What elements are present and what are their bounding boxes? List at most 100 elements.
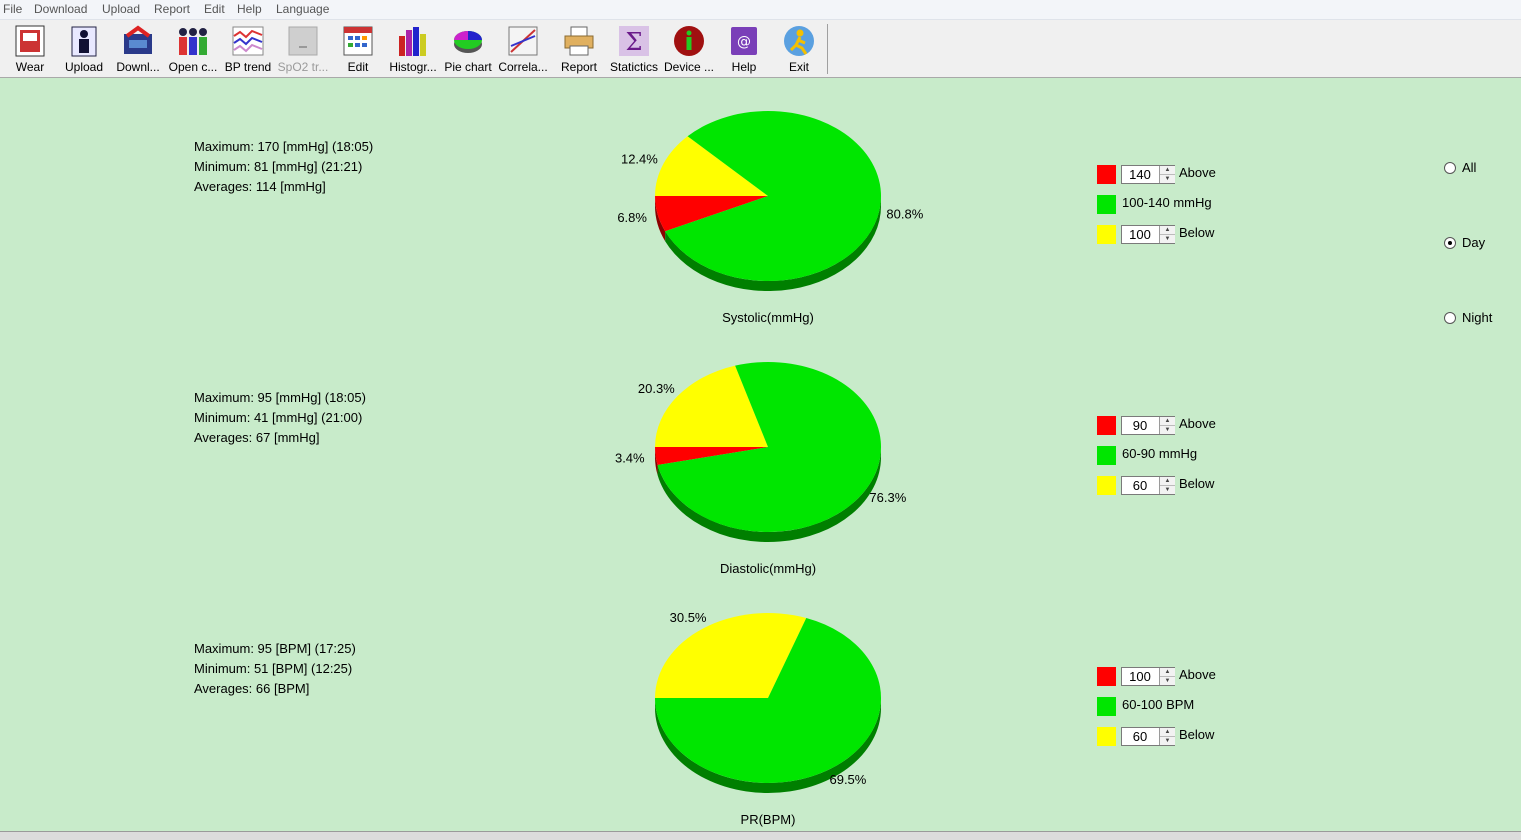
report-button[interactable]: Report — [552, 23, 606, 75]
pie-percent-label: 12.4% — [621, 151, 658, 166]
menu-upload[interactable]: Upload — [102, 2, 141, 16]
wear-label: Wear — [15, 60, 45, 74]
open-case-icon — [179, 28, 207, 55]
radio-circle[interactable] — [1444, 162, 1456, 174]
pie-slice-2 — [657, 361, 881, 532]
histogram-label: Histogr... — [389, 60, 437, 74]
pie-percent-label: 69.5% — [829, 772, 866, 787]
menu-file[interactable]: File — [3, 2, 23, 16]
above-label: Above — [1179, 416, 1216, 431]
bp-trend-label: BP trend — [224, 60, 272, 74]
below-label: Below — [1179, 476, 1215, 491]
histogram-icon — [399, 27, 426, 56]
below-swatch — [1097, 225, 1116, 244]
radio-circle[interactable] — [1444, 312, 1456, 324]
open-case-button[interactable]: Open c... — [166, 23, 220, 75]
pie-side-0 — [655, 196, 881, 292]
spin-down-icon[interactable]: ▼ — [1164, 427, 1171, 433]
statistics-button[interactable]: Σ Statictics — [607, 23, 661, 75]
help-book-icon: @ — [731, 27, 757, 55]
pie-slice-0 — [655, 196, 768, 232]
diastolic-legend: 90 ▲ ▼ Above 60-90 mmHg 60 ▲ ▼ Below — [1097, 414, 1317, 504]
help-label: Help — [731, 60, 757, 74]
menu-bar: File Download Upload Report Edit Help La… — [0, 0, 1521, 20]
menu-language[interactable]: Language — [276, 2, 330, 16]
systolic-stats: Maximum: 170 [mmHg] (18:05) Minimum: 81 … — [194, 137, 373, 197]
spin-up-icon[interactable]: ▲ — [1160, 166, 1175, 175]
spo2-trend-icon — [288, 26, 318, 56]
spin-value: 60 — [1132, 729, 1148, 744]
correlation-button[interactable]: Correla... — [496, 23, 550, 75]
pie-chart-0: 6.8% 12.4% 80.8% Systolic(mmHg) — [617, 111, 924, 325]
spin-buttons[interactable]: ▲ ▼ — [1159, 728, 1175, 745]
spin-value: 60 — [1132, 478, 1148, 493]
open-case-label: Open c... — [168, 60, 218, 74]
edit-button[interactable]: Edit — [331, 23, 385, 75]
diastolic-below-threshold[interactable]: 60 ▲ ▼ — [1121, 476, 1175, 495]
help-button[interactable]: @ Help — [717, 23, 771, 75]
spin-buttons[interactable]: ▲ ▼ — [1159, 477, 1175, 494]
spin-up-icon[interactable]: ▲ — [1160, 728, 1175, 737]
sigma-icon: Σ — [619, 26, 649, 56]
bp-trend-button[interactable]: BP trend — [221, 23, 275, 75]
spin-up-icon[interactable]: ▲ — [1160, 668, 1175, 677]
pie-slice-2 — [665, 111, 882, 282]
exit-button[interactable]: Exit — [772, 23, 826, 75]
diastolic-above-threshold[interactable]: 90 ▲ ▼ — [1121, 416, 1175, 435]
pie-percent-label: 30.5% — [670, 610, 707, 625]
menu-edit[interactable]: Edit — [204, 2, 225, 16]
spin-down-icon[interactable]: ▼ — [1164, 678, 1171, 684]
systolic-maximum: Maximum: 170 [mmHg] (18:05) — [194, 139, 374, 154]
download-label: Downl... — [116, 60, 160, 74]
toolbar: Wear Upload Downl... Open c... BP trend … — [0, 20, 1521, 78]
spin-down-icon[interactable]: ▼ — [1164, 176, 1171, 182]
info-icon — [674, 26, 704, 56]
pie-side-1 — [655, 447, 881, 542]
pie-chart-icon — [454, 31, 482, 53]
spin-buttons[interactable]: ▲ ▼ — [1159, 417, 1175, 434]
pr-below-threshold[interactable]: 60 ▲ ▼ — [1121, 727, 1175, 746]
spin-down-icon[interactable]: ▼ — [1164, 487, 1171, 493]
pie-slice-2 — [655, 618, 881, 783]
spin-buttons[interactable]: ▲ ▼ — [1159, 226, 1175, 243]
systolic-below-threshold[interactable]: 100 ▲ ▼ — [1121, 225, 1175, 244]
download-button[interactable]: Downl... — [111, 23, 165, 75]
upload-button[interactable]: Upload — [57, 23, 111, 75]
normal-swatch — [1097, 195, 1116, 214]
exit-runner-icon — [784, 26, 814, 56]
spin-up-icon[interactable]: ▲ — [1160, 417, 1175, 426]
pr-above-threshold[interactable]: 100 ▲ ▼ — [1121, 667, 1175, 686]
normal-range-label: 60-90 mmHg — [1122, 446, 1198, 461]
bp-trend-icon — [232, 26, 264, 56]
wear-button[interactable]: Wear — [3, 23, 57, 75]
menu-help[interactable]: Help — [237, 2, 262, 16]
device-info-button[interactable]: Device ... — [662, 23, 716, 75]
pie-percent-label: 76.3% — [869, 490, 906, 505]
above-label: Above — [1179, 165, 1216, 180]
spin-up-icon[interactable]: ▲ — [1160, 477, 1175, 486]
edit-label: Edit — [347, 60, 369, 74]
histogram-button[interactable]: Histogr... — [386, 23, 440, 75]
exit-label: Exit — [788, 60, 809, 74]
wear-icon — [15, 25, 45, 57]
spin-down-icon[interactable]: ▼ — [1164, 738, 1171, 744]
spin-value: 100 — [1129, 227, 1151, 242]
spin-buttons[interactable]: ▲ ▼ — [1159, 668, 1175, 685]
above-swatch — [1097, 416, 1116, 435]
menu-report[interactable]: Report — [154, 2, 191, 16]
normal-swatch — [1097, 446, 1116, 465]
menu-download[interactable]: Download — [34, 2, 88, 16]
pie-chart-1: 3.4% 20.3% 76.3% Diastolic(mmHg) — [615, 361, 907, 576]
spin-down-icon[interactable]: ▼ — [1164, 236, 1171, 242]
spin-up-icon[interactable]: ▲ — [1160, 226, 1175, 235]
spo2-trend-label: SpO2 tr... — [277, 60, 329, 74]
spin-buttons[interactable]: ▲ ▼ — [1159, 166, 1175, 183]
pie-slice-1 — [655, 365, 768, 447]
diastolic-stats: Maximum: 95 [mmHg] (18:05) Minimum: 41 [… — [194, 388, 366, 448]
systolic-above-threshold[interactable]: 140 ▲ ▼ — [1121, 165, 1175, 184]
upload-label: Upload — [64, 60, 104, 74]
pie-chart-button[interactable]: Pie chart — [441, 23, 495, 75]
above-swatch — [1097, 667, 1116, 686]
radio-circle[interactable] — [1444, 237, 1456, 249]
pie-chart-label: Pie chart — [444, 60, 492, 74]
